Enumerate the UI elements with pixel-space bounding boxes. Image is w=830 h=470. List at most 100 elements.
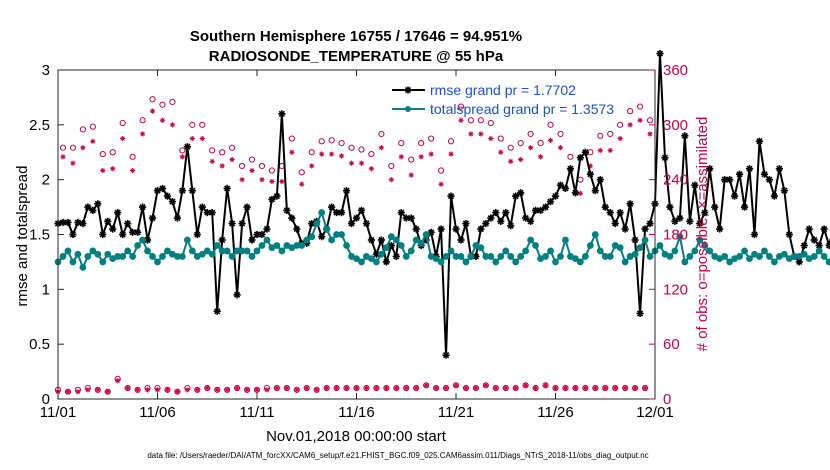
obs-assimilated-point xyxy=(637,117,643,123)
rmse-point xyxy=(820,225,828,233)
rmse-point-stroke xyxy=(582,149,589,156)
totalspread-point xyxy=(382,244,390,252)
obs-assimilated-point xyxy=(468,131,474,137)
obs-assimilated-point-stroke xyxy=(95,387,100,393)
obs-assimilated-point-stroke xyxy=(379,145,384,150)
rmse-point-stroke xyxy=(636,310,644,317)
rmse-point-stroke xyxy=(517,189,524,196)
obs-assimilated-point xyxy=(597,147,603,154)
rmse-point xyxy=(711,203,719,211)
obs-assimilated-point-stroke xyxy=(369,166,374,171)
obs-assimilated-point-stroke xyxy=(613,385,618,391)
obs-assimilated-point xyxy=(523,382,529,388)
rmse-point-stroke xyxy=(681,132,688,139)
rmse-point-stroke xyxy=(368,236,375,244)
rmse-point xyxy=(726,176,734,184)
rmse-point xyxy=(626,200,634,208)
rmse-point-stroke xyxy=(149,214,156,222)
rmse-point xyxy=(586,170,594,178)
rmse-point xyxy=(173,214,181,222)
obs-possible-point xyxy=(497,135,504,142)
obs-assimilated-point xyxy=(184,387,190,393)
y-axis-right: 0 60 120 180 240 300 360 xyxy=(649,62,688,408)
obs-assimilated-point xyxy=(632,385,638,391)
rmse-point-stroke xyxy=(756,138,763,145)
rmse-point-stroke xyxy=(721,176,728,183)
obs-assimilated-point-stroke xyxy=(468,131,474,137)
obs-assimilated-point-stroke xyxy=(394,385,399,391)
obs-possible-point xyxy=(79,126,86,133)
obs-assimilated-point-stroke xyxy=(130,168,135,173)
totalspread-point xyxy=(164,247,171,255)
y2-tick-label: 240 xyxy=(663,172,688,189)
rmse-point xyxy=(243,203,251,211)
y2-tick-label: 360 xyxy=(663,62,688,79)
rmse-point-stroke xyxy=(437,225,445,233)
totalspread-point xyxy=(562,236,569,244)
rmse-point xyxy=(263,225,271,233)
obs-assimilated-point xyxy=(234,385,240,391)
obs-assimilated-point xyxy=(627,122,633,128)
totalspread-point xyxy=(507,253,515,260)
totalspread-point xyxy=(298,242,306,249)
rmse-point xyxy=(129,228,137,236)
totalspread-point xyxy=(586,242,594,249)
obs-possible-point xyxy=(368,150,375,158)
obs-assimilated-point xyxy=(577,190,583,196)
obs-assimilated-point xyxy=(254,387,260,393)
totalspread-point xyxy=(89,247,97,255)
obs-assimilated-point-stroke xyxy=(548,138,553,143)
rmse-point xyxy=(94,200,102,208)
obs-assimilated-point-stroke xyxy=(125,385,130,391)
obs-assimilated-point xyxy=(433,385,439,391)
rmse-point-stroke xyxy=(781,187,788,194)
y-tick-label: 2.5 xyxy=(29,117,50,134)
obs-assimilated-point xyxy=(125,385,131,391)
rmse-point xyxy=(656,49,664,58)
rmse-point xyxy=(561,184,570,193)
rmse-point xyxy=(392,252,400,261)
y-tick-label: 2 xyxy=(42,172,50,189)
totalspread-point xyxy=(99,258,107,266)
rmse-point xyxy=(382,258,390,266)
obs-possible-point xyxy=(467,117,475,124)
obs-assimilated-point-stroke xyxy=(185,387,190,393)
obs-assimilated-point-stroke xyxy=(110,166,115,171)
totalspread-point xyxy=(223,247,231,255)
rmse-point-stroke xyxy=(587,171,594,178)
rmse-point-stroke xyxy=(552,193,559,200)
rmse-point xyxy=(442,351,450,359)
obs-assimilated-point xyxy=(528,145,534,151)
y-axis-label: rmse and totalspread xyxy=(14,166,31,307)
totalspread-point xyxy=(154,258,161,266)
rmse-point-stroke xyxy=(268,196,276,203)
obs-assimilated-point xyxy=(115,378,121,384)
totalspread-point xyxy=(696,236,704,244)
obs-assimilated-point-stroke xyxy=(518,157,523,162)
obs-assimilated-point-stroke xyxy=(344,385,349,391)
legend-label-rmse: rmse grand pr = 1.7702 xyxy=(430,82,576,98)
obs-assimilated-point-stroke xyxy=(200,136,205,141)
rmse-point-stroke xyxy=(771,193,778,200)
obs-possible-point xyxy=(527,130,534,138)
obs-possible-point xyxy=(636,103,644,110)
obs-possible-point xyxy=(547,121,554,128)
obs-possible-point xyxy=(318,138,325,145)
obs-assimilated-point-stroke xyxy=(573,385,578,391)
rmse-point xyxy=(566,165,575,173)
obs-assimilated-point xyxy=(224,387,230,393)
obs-assimilated-point-stroke xyxy=(443,385,449,391)
x-tick-label: 11/06 xyxy=(139,404,175,421)
rmse-point-stroke xyxy=(512,193,519,200)
obs-possible-point xyxy=(617,121,624,128)
obs-assimilated-point xyxy=(299,181,305,187)
obs-assimilated-point-stroke xyxy=(115,378,120,383)
obs-assimilated-point xyxy=(612,385,618,391)
obs-assimilated-point-stroke xyxy=(563,385,568,391)
totalspread-point xyxy=(432,255,440,263)
obs-assimilated-point xyxy=(403,385,409,391)
totalspread-point xyxy=(84,253,92,260)
totalspread-point xyxy=(616,244,624,252)
series-line-rmse xyxy=(57,53,830,356)
